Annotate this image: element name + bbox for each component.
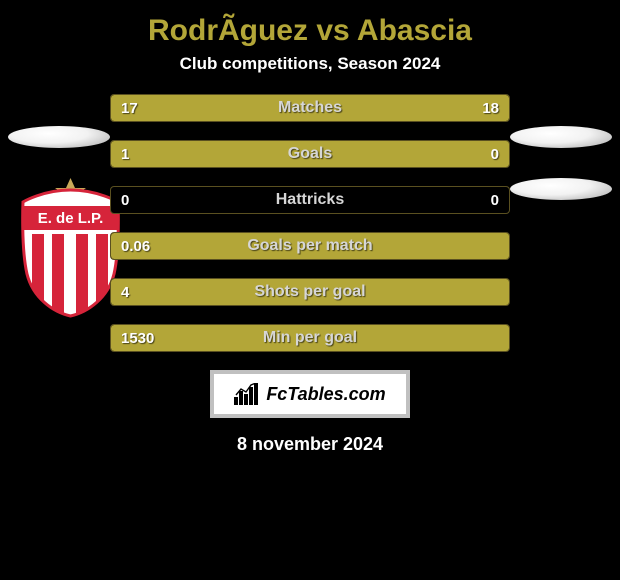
stat-label: Matches — [111, 95, 509, 121]
stats-area: 17 Matches 18 1 Goals 0 0 Hattricks 0 0.… — [0, 94, 620, 352]
page-title: RodrÃ­guez vs Abascia — [0, 8, 620, 50]
stat-label: Shots per goal — [111, 279, 509, 305]
stat-value-right: 0 — [491, 187, 499, 213]
stat-row: 1 Goals 0 — [110, 140, 510, 168]
root: RodrÃ­guez vs Abascia Club competitions,… — [0, 0, 620, 580]
bar-chart-icon — [234, 383, 260, 405]
stat-label: Min per goal — [111, 325, 509, 351]
stat-label: Hattricks — [111, 187, 509, 213]
stat-value-right: 18 — [482, 95, 499, 121]
stat-value-right: 0 — [491, 141, 499, 167]
stat-row: 0 Hattricks 0 — [110, 186, 510, 214]
source-logo-text: FcTables.com — [266, 384, 385, 405]
subtitle: Club competitions, Season 2024 — [0, 50, 620, 94]
date-label: 8 november 2024 — [0, 418, 620, 455]
stat-row: 4 Shots per goal — [110, 278, 510, 306]
stat-row: 1530 Min per goal — [110, 324, 510, 352]
stat-label: Goals — [111, 141, 509, 167]
stat-row: 0.06 Goals per match — [110, 232, 510, 260]
stat-label: Goals per match — [111, 233, 509, 259]
source-logo: FcTables.com — [210, 370, 410, 418]
stat-row: 17 Matches 18 — [110, 94, 510, 122]
